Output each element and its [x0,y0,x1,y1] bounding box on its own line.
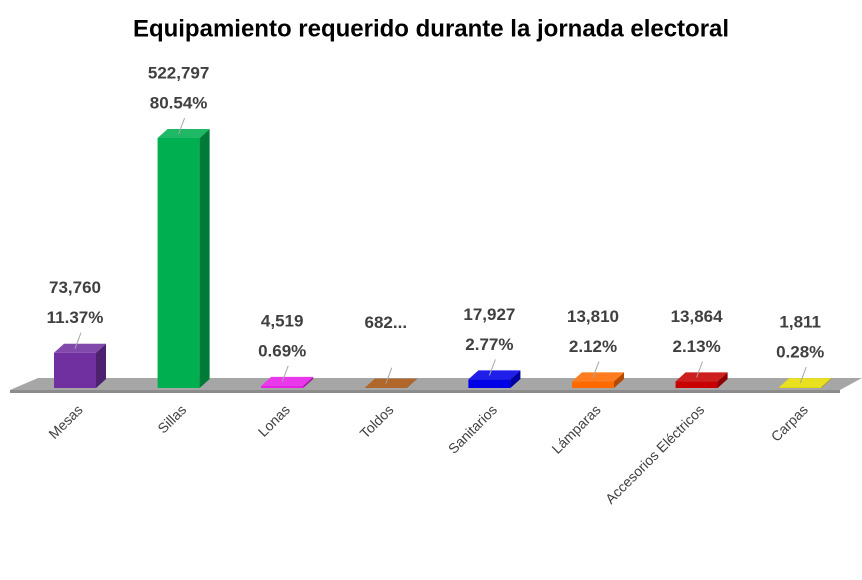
percent-label: 0.69% [258,341,306,360]
bar-side [821,378,832,388]
value-label: 4,519 [261,311,304,330]
bar-top-shade [261,376,314,386]
floor-edge [10,390,840,393]
bar-top [364,378,417,388]
value-label: 1,811 [779,313,821,332]
leader-line [385,367,393,384]
value-label: 13,864 [671,307,724,326]
leader-line [281,365,289,383]
bar [261,385,304,388]
bar [779,387,822,388]
bar-side [199,129,210,388]
bar-top-shade [572,372,624,382]
bar-side-shade [199,129,210,388]
percent-label: 2.12% [569,337,617,356]
bar [54,352,96,388]
value-label: 73,760 [49,278,101,297]
bar-top-shade [364,378,417,388]
x-tick-label: Mesas [45,401,85,441]
percent-label: 0.28% [776,343,824,362]
bar-side-shade [406,378,417,388]
x-tick-label: Sanitarios [445,401,500,456]
leader-line [592,361,600,378]
bar-side-shade [717,372,728,388]
bar [675,381,718,388]
bar-top-shade [157,129,210,138]
bar-top [157,129,210,138]
leader-line [799,366,807,384]
leader-line [74,332,82,349]
bar-side-shade [821,378,832,388]
bar-top [779,378,832,388]
chart-title: Equipamiento requerido durante la jornad… [133,15,729,42]
value-label: 17,927 [463,305,515,324]
bar-top [261,376,314,386]
value-label: 682... [365,313,408,332]
percent-label: 2.13% [672,337,720,356]
bar-side [96,343,106,388]
percent-label: 80.54% [150,93,208,112]
bar-side-shade [303,376,314,388]
percent-label: 2.77% [465,335,513,354]
bar-side [303,376,314,388]
bar-top [675,372,728,382]
x-tick-label: Lonas [255,401,293,439]
bar-side-shade [614,372,624,388]
x-tick-label: Lámparas [548,401,603,456]
bar [157,138,200,388]
bar-top [468,370,521,380]
leader-line [696,361,704,378]
floor [10,378,862,390]
value-label: 13,810 [567,307,619,326]
bar-top-shade [468,370,521,380]
bar-side-shade [96,343,106,388]
value-label: 522,797 [148,63,209,82]
x-tick-label: Sillas [154,401,189,436]
leader-line [488,359,496,376]
bar-top-shade [54,343,106,353]
bar-top-shade [779,378,832,388]
leader-line [178,117,186,135]
bar-side [406,378,417,388]
bar-side [717,372,728,388]
x-tick-label: Accesorios Eléctricos [602,401,707,506]
bar-top-shade [675,372,728,382]
bar-side [510,370,521,388]
bar-top [54,343,106,353]
bar-side [614,372,624,388]
bar-side-shade [510,370,521,388]
bar [572,381,614,388]
x-tick-label: Carpas [768,401,811,444]
bar [468,379,511,388]
percent-label: 11.37% [47,308,104,327]
bar-top [572,372,624,382]
x-tick-label: Toldos [357,401,397,441]
